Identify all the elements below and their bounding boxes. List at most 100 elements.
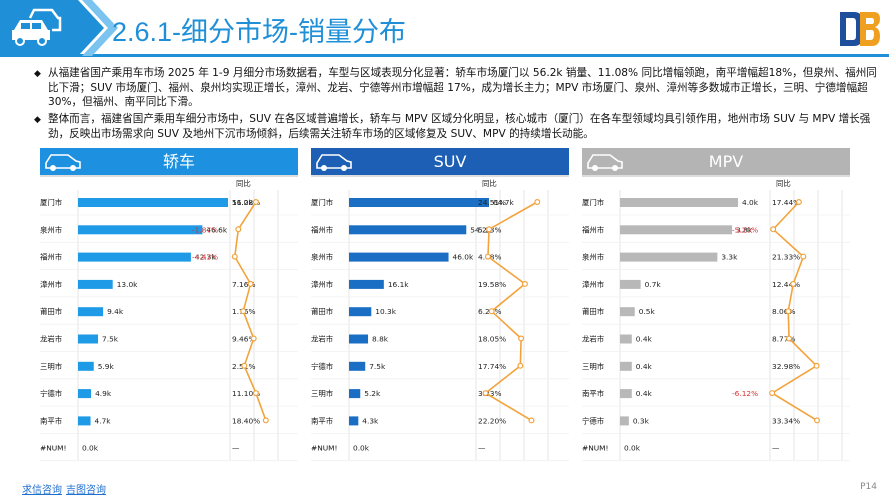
city-label: 莆田市 — [582, 307, 605, 316]
bullet-paragraph-1: 从福建省国产乘用车市场 2025 年 1-9 月细分市场数据看，车型与区域表现分… — [48, 67, 877, 109]
bar-value-label: 16.1k — [388, 280, 409, 289]
db-logo-icon — [840, 12, 880, 46]
yoy-point — [769, 390, 776, 397]
yoy-label: -1.87% — [192, 225, 218, 234]
bar — [78, 416, 91, 426]
yoy-point — [795, 199, 802, 206]
yoy-label: — — [232, 444, 240, 453]
bar-value-label: 64.7k — [493, 198, 514, 207]
city-label: 南平市 — [582, 389, 605, 398]
bar-value-label: 42.3k — [195, 253, 216, 262]
yoy-label: 12.44% — [772, 280, 800, 289]
bar — [78, 361, 94, 371]
bar-value-label: 0.4k — [636, 389, 653, 398]
panel-banner — [582, 148, 850, 175]
bar — [620, 225, 733, 235]
bullet-marker: ◆ — [34, 69, 41, 79]
city-label: 福州市 — [582, 225, 605, 234]
yoy-label: -4.47% — [192, 253, 218, 262]
yoy-label: 22.20% — [478, 416, 506, 425]
yoy-point — [770, 226, 777, 233]
footer-link-1[interactable]: 求信咨询 — [22, 485, 62, 496]
panel-banner-shadow — [40, 175, 298, 177]
yoy-point — [250, 335, 257, 342]
yoy-point — [518, 335, 525, 342]
yoy-label: 18.40% — [232, 416, 260, 425]
yoy-label: 11.10% — [232, 389, 260, 398]
bar — [349, 307, 372, 317]
city-label: 宁德市 — [40, 389, 63, 398]
city-label: 福州市 — [40, 253, 63, 262]
bar — [78, 252, 191, 262]
city-label: 宁德市 — [311, 362, 334, 371]
bar — [349, 416, 359, 426]
city-label: 漳州市 — [311, 280, 334, 289]
header-bar — [0, 0, 889, 57]
yoy-label: 21.33% — [772, 253, 800, 262]
sedan-car-icon-wheel — [70, 165, 76, 171]
yoy-point — [262, 417, 269, 424]
bar — [349, 389, 361, 399]
yoy-point — [534, 199, 541, 206]
bar — [78, 307, 104, 317]
bar-value-label: 9.4k — [107, 307, 124, 316]
yoy-header: 同比 — [482, 179, 497, 188]
city-label: 龙岩市 — [40, 335, 63, 344]
suv-car-icon-wheel — [341, 165, 347, 171]
yoy-point — [231, 253, 238, 260]
yoy-label: 8.77% — [772, 335, 795, 344]
yoy-label: 32.98% — [772, 362, 800, 371]
yoy-label: 24.51% — [478, 198, 506, 207]
sedan-car-icon — [45, 154, 81, 171]
yoy-point — [800, 253, 807, 260]
yoy-label: — — [478, 444, 486, 453]
bar-value-label: 13.0k — [117, 280, 138, 289]
panel-banner — [311, 148, 569, 175]
city-label: 厦门市 — [311, 198, 334, 207]
bar-value-label: 0.4k — [636, 335, 653, 344]
yoy-point — [240, 308, 247, 315]
yoy-label: 18.05% — [478, 335, 506, 344]
bar-value-label: 0.0k — [353, 444, 370, 453]
city-label: 莆田市 — [40, 307, 63, 316]
bar-value-label: 4.7k — [95, 416, 112, 425]
bar — [620, 279, 641, 289]
bar — [78, 198, 228, 207]
bar-value-label: 0.0k — [624, 444, 641, 453]
yoy-label: 17.44% — [772, 198, 800, 207]
yoy-point — [235, 226, 242, 233]
bar-value-label: 3.8k — [736, 225, 753, 234]
yoy-point — [786, 335, 793, 342]
bullet-paragraph-2: 整体而言，福建省国产乘用车细分市场中，SUV 在各区域普遍增长，轿车与 MPV … — [48, 113, 871, 140]
yoy-point — [482, 390, 489, 397]
bar-value-label: 46.6k — [206, 225, 227, 234]
bar-value-label: 46.0k — [453, 253, 474, 262]
city-label: 漳州市 — [40, 280, 63, 289]
panel-banner-shadow — [582, 175, 850, 177]
city-label: 泉州市 — [40, 225, 63, 234]
bar — [620, 416, 629, 426]
bar-value-label: 4.0k — [742, 198, 759, 207]
yoy-point — [241, 362, 248, 369]
bar-value-label: 56.2k — [232, 198, 253, 207]
city-label: 南平市 — [311, 416, 334, 425]
city-label: 漳州市 — [582, 280, 605, 289]
yoy-point — [488, 308, 495, 315]
footer-link-2[interactable]: 吉图咨询 — [66, 485, 106, 496]
city-label: 三明市 — [40, 362, 63, 371]
bar-value-label: 10.3k — [375, 307, 396, 316]
bar — [620, 198, 738, 207]
mpv-car-icon-wheel — [592, 165, 598, 171]
bar-value-label: 0.0k — [82, 444, 99, 453]
yoy-point — [517, 362, 524, 369]
panel-banner — [40, 148, 298, 175]
bar-value-label: 7.5k — [102, 335, 119, 344]
bar-value-label: 0.4k — [636, 362, 653, 371]
bar-value-label: 0.5k — [639, 307, 656, 316]
city-label: 莆田市 — [311, 307, 334, 316]
sedan-car-icon-wheel — [50, 165, 56, 171]
yoy-point — [790, 280, 797, 287]
yoy-point — [813, 417, 820, 424]
yoy-label: -5.20% — [732, 225, 758, 234]
city-label: 三明市 — [582, 362, 605, 371]
